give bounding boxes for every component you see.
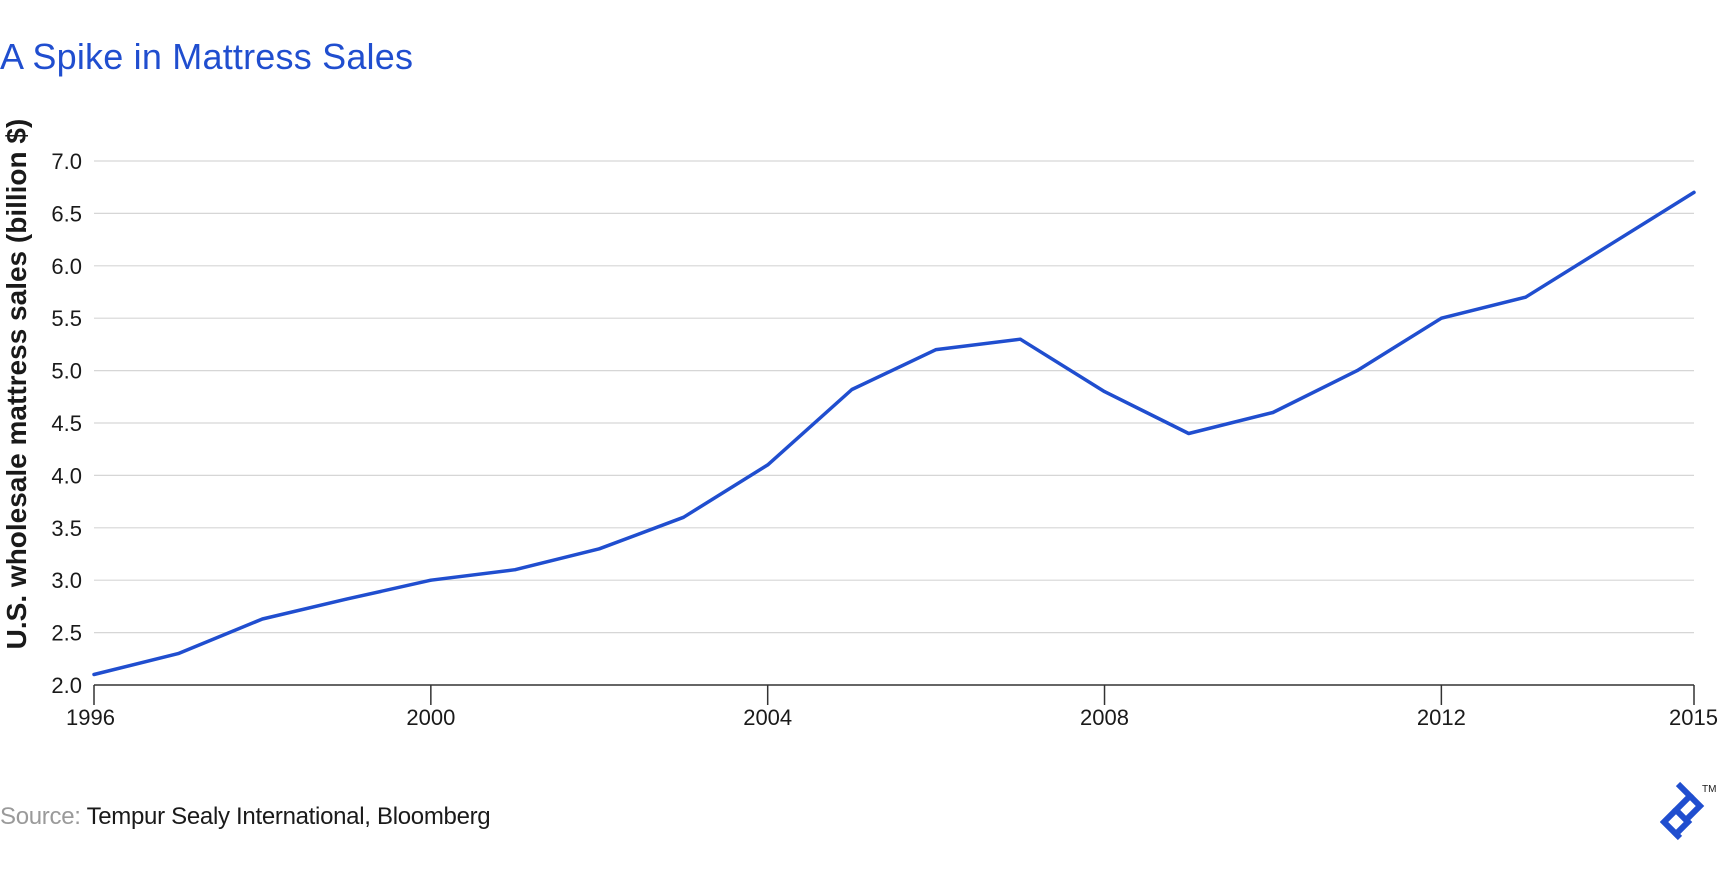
x-tick-label: 2000: [406, 705, 455, 730]
source-note: Source: Tempur Sealy International, Bloo…: [0, 803, 491, 831]
y-tick-label: 3.0: [51, 568, 82, 593]
toptal-logo-icon: TM: [1660, 781, 1716, 841]
data-point: [92, 673, 96, 677]
data-point: [681, 515, 685, 519]
y-tick-label: 2.5: [51, 621, 82, 646]
data-point: [1608, 243, 1612, 247]
source-text: Tempur Sealy International, Bloomberg: [86, 803, 491, 830]
data-point: [1018, 337, 1022, 341]
data-point: [934, 348, 938, 352]
y-tick-label: 7.0: [51, 149, 82, 174]
series-lines: [92, 190, 1696, 677]
chart-title: A Spike in Mattress Sales: [0, 36, 414, 77]
y-tick-label: 5.0: [51, 359, 82, 384]
source-label: Source:: [0, 803, 81, 830]
data-point: [1439, 316, 1443, 320]
grid-lines: [94, 160, 1694, 634]
data-point: [1692, 190, 1696, 194]
data-point: [1271, 411, 1275, 415]
data-point: [1187, 431, 1191, 435]
data-point: [513, 568, 517, 572]
y-tick-label: 4.0: [51, 463, 82, 488]
data-point: [766, 463, 770, 467]
data-point: [260, 617, 264, 621]
x-axis-ticks: 1996 2000 2004 2008 2012 2015: [66, 685, 1718, 730]
y-tick-label: 3.5: [51, 516, 82, 541]
y-tick-label: 2.0: [51, 673, 82, 698]
x-tick-label: 2012: [1417, 705, 1466, 730]
x-tick-label: 2004: [743, 705, 792, 730]
data-point: [429, 578, 433, 582]
data-point: [597, 547, 601, 551]
y-tick-label: 6.0: [51, 254, 82, 279]
line-chart: 2.0 2.5 3.0 3.5 4.0 4.5 5.0 5.5 6.0 6.5 7.0 1996 20…: [1, 119, 1718, 730]
y-tick-label: 5.5: [51, 306, 82, 331]
x-tick-label: 1996: [66, 705, 115, 730]
series-line: [92, 190, 1696, 677]
y-tick-label: 4.5: [51, 411, 82, 436]
data-point: [345, 597, 349, 601]
y-axis-ticks: 2.0 2.5 3.0 3.5 4.0 4.5 5.0 5.5 6.0 6.5 7.0: [51, 149, 82, 698]
y-tick-label: 6.5: [51, 201, 82, 226]
data-point: [1524, 295, 1528, 299]
trademark-mark: TM: [1702, 784, 1716, 795]
data-point: [176, 652, 180, 656]
x-tick-label: 2015: [1669, 705, 1718, 730]
data-point: [1103, 390, 1107, 394]
data-point: [850, 387, 854, 391]
data-point: [1355, 369, 1359, 373]
x-tick-label: 2008: [1080, 705, 1129, 730]
y-axis-label: U.S. wholesale mattress sales (billion $…: [1, 119, 32, 650]
